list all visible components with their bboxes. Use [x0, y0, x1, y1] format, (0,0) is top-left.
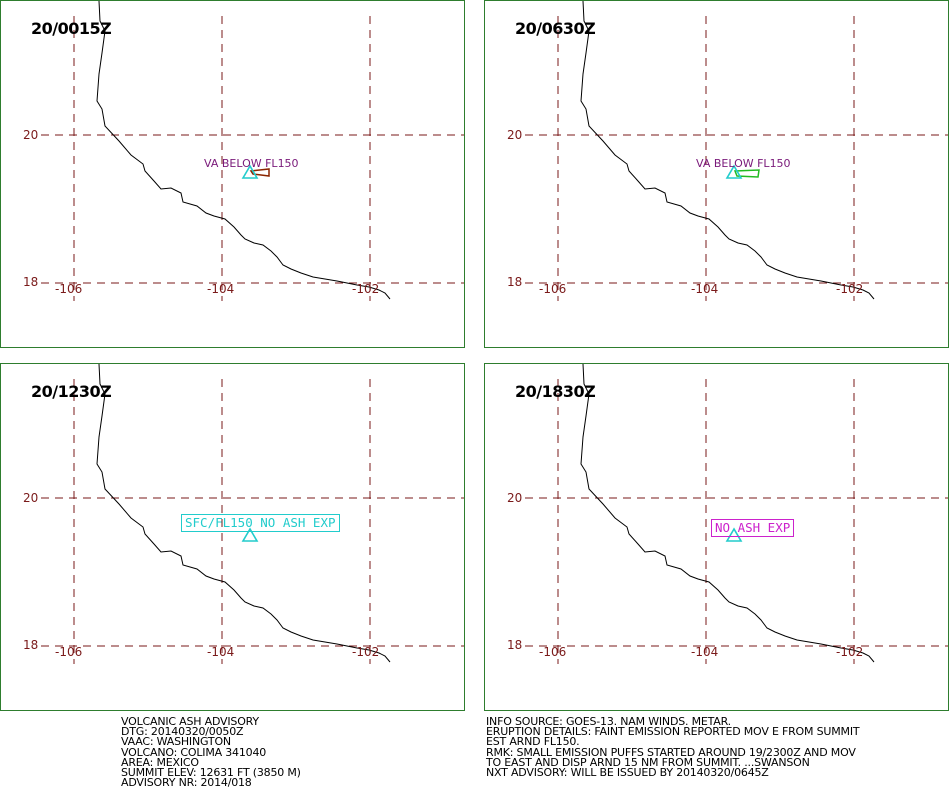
lat-label-18: 18 — [507, 638, 523, 652]
lon-label-102: -102 — [836, 645, 864, 659]
ash-cloud-polygon — [733, 169, 760, 178]
lon-label-106: -106 — [539, 282, 567, 296]
coastline — [96, 364, 391, 663]
forecast-label: VA BELOW FL150 — [204, 157, 299, 170]
panel-time: 20/0630Z — [515, 19, 596, 38]
lat-label-18: 18 — [23, 275, 39, 289]
panel-time: 20/1830Z — [515, 382, 596, 401]
lon-label-104: -104 — [207, 645, 235, 659]
map-canvas — [41, 1, 464, 301]
volcano-marker-icon — [241, 527, 259, 542]
lat-label-18: 18 — [23, 638, 39, 652]
grid-lines — [41, 16, 464, 301]
map-panel-0015z: 20/0015Z 20 18 -106 -104 -102 VA BELOW F… — [0, 0, 465, 348]
map-panel-1230z: 20/1230Z 20 18 -106 -104 -102 SFC/FL150 … — [0, 363, 465, 711]
lon-label-104: -104 — [207, 282, 235, 296]
grid-lines — [525, 16, 948, 301]
forecast-label-box: NO ASH EXP — [711, 519, 795, 537]
lat-label-20: 20 — [507, 491, 523, 505]
volcano-marker-icon — [725, 164, 743, 179]
lat-label-20: 20 — [507, 128, 523, 142]
lat-label-20: 20 — [23, 491, 39, 505]
grid-lines — [525, 379, 948, 664]
map-panel-1830z: 20/1830Z 20 18 -106 -104 -102 NO ASH EXP — [484, 363, 949, 711]
map-canvas — [525, 1, 948, 301]
map-canvas — [525, 364, 948, 664]
lon-label-102: -102 — [352, 282, 380, 296]
grid-lines — [41, 379, 464, 664]
lon-label-106: -106 — [55, 645, 83, 659]
lon-label-106: -106 — [55, 282, 83, 296]
coastline — [96, 1, 391, 300]
panel-time: 20/0015Z — [31, 19, 112, 38]
ash-cloud-polygon — [249, 168, 270, 177]
volcano-marker-icon — [241, 164, 259, 179]
volcano-marker-icon — [725, 527, 743, 542]
coastline — [580, 364, 875, 663]
lon-label-104: -104 — [691, 645, 719, 659]
advisory-header-text: VOLCANIC ASH ADVISORY DTG: 20140320/0050… — [121, 715, 301, 790]
lon-label-102: -102 — [836, 282, 864, 296]
lat-label-20: 20 — [23, 128, 39, 142]
map-panel-0630z: 20/0630Z 20 18 -106 -104 -102 VA BELOW F… — [484, 0, 949, 348]
coastline — [580, 1, 875, 300]
forecast-label: VA BELOW FL150 — [696, 157, 791, 170]
map-canvas — [41, 364, 464, 664]
panel-time: 20/1230Z — [31, 382, 112, 401]
forecast-label-box: SFC/FL150 NO ASH EXP — [181, 514, 340, 532]
advisory-details-text: INFO SOURCE: GOES-13. NAM WINDS. METAR. … — [486, 715, 860, 780]
lon-label-102: -102 — [352, 645, 380, 659]
lat-label-18: 18 — [507, 275, 523, 289]
lon-label-104: -104 — [691, 282, 719, 296]
lon-label-106: -106 — [539, 645, 567, 659]
